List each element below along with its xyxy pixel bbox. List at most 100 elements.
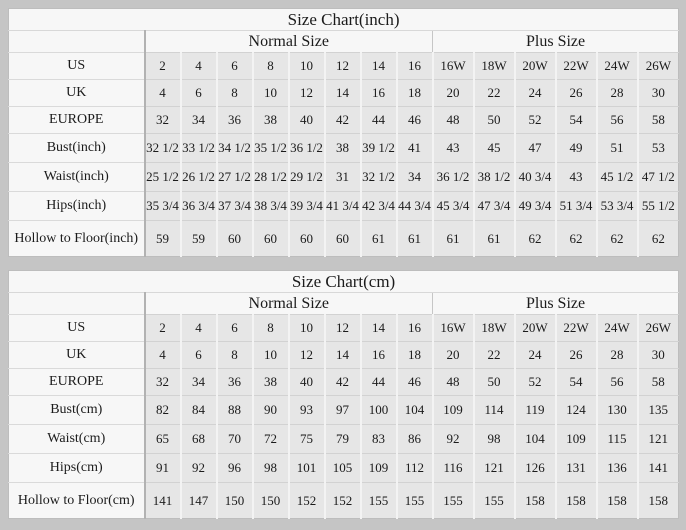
table-cell: 16W: [431, 314, 474, 342]
table-cell: 24W: [595, 52, 638, 80]
table-cell: 62: [513, 220, 556, 257]
table-cell: 126: [513, 453, 556, 483]
table-cell: 101: [287, 453, 325, 483]
table-row: Waist(cm) 65 68 70 72 75 79 83 86 92 98 104 109 115 12…: [8, 424, 679, 454]
table-cell: 36 1/2: [431, 162, 474, 192]
table-cell: 38: [251, 368, 289, 396]
table-row: Hollow to Floor(cm) 141 147 150 150 152 152 155…: [8, 482, 679, 519]
table-cell: 42: [323, 106, 361, 134]
table-cell: 26W: [636, 52, 679, 80]
table-cell: 70: [215, 424, 253, 454]
table-cell: 36 3/4: [179, 191, 217, 221]
table-cell: 40 3/4: [513, 162, 556, 192]
table-cell: 37 3/4: [215, 191, 253, 221]
table-cell: 6: [179, 341, 217, 369]
table-cell: 61: [359, 220, 397, 257]
table-cell: 20: [431, 79, 474, 107]
table-cell: 4: [143, 79, 181, 107]
table-cell: 24W: [595, 314, 638, 342]
table-cell: 130: [595, 395, 638, 425]
table-cell: 92: [179, 453, 217, 483]
table-cell: 150: [215, 482, 253, 519]
table-cell: 56: [595, 106, 638, 134]
table-row: US 2 4 6 8 10 12 14 16 16W 18W 20W 22W 24W 26W: [8, 314, 679, 342]
table-cell: 40: [287, 106, 325, 134]
table-cell: 88: [215, 395, 253, 425]
row-label: Bust(inch): [8, 133, 145, 163]
table-cell: 40: [287, 368, 325, 396]
table-cell: 121: [636, 424, 679, 454]
table-cell: 121: [472, 453, 515, 483]
table-cell: 42 3/4: [359, 191, 397, 221]
table-cell: 42: [323, 368, 361, 396]
table-cell: 41 3/4: [323, 191, 361, 221]
column-group-plus-size: Plus Size: [431, 292, 679, 315]
table-cell: 79: [323, 424, 361, 454]
table-cell: 26: [554, 341, 597, 369]
table-cell: 116: [431, 453, 474, 483]
table-cell: 45 3/4: [431, 191, 474, 221]
table-cell: 16: [395, 314, 433, 342]
table-cell: 26W: [636, 314, 679, 342]
table-cell: 54: [554, 106, 597, 134]
table-cell: 2: [143, 52, 181, 80]
table-row: UK 4 6 8 10 12 14 16 18 20 22 24 26 28 30: [8, 79, 679, 107]
table-cell: 4: [179, 314, 217, 342]
table-cell: 44 3/4: [395, 191, 433, 221]
table-cell: 62: [554, 220, 597, 257]
table-row: EUROPE 32 34 36 38 40 42 44 46 48 50 52 54 56 58: [8, 368, 679, 396]
table-cell: 36 1/2: [287, 133, 325, 163]
row-label: Waist(inch): [8, 162, 145, 192]
table-cell: 59: [179, 220, 217, 257]
table-row: Hips(inch) 35 3/4 36 3/4 37 3/4 38 3/4 39 3/4…: [8, 191, 679, 221]
row-label: Hollow to Floor(inch): [8, 220, 145, 257]
table-cell: 114: [472, 395, 515, 425]
table-cell: 109: [359, 453, 397, 483]
table-cell: 98: [251, 453, 289, 483]
table-cell: 83: [359, 424, 397, 454]
table-cell: 18W: [472, 314, 515, 342]
table-cell: 32 1/2: [359, 162, 397, 192]
table-cell: 45 1/2: [595, 162, 638, 192]
table-cell: 75: [287, 424, 325, 454]
table-cell: 131: [554, 453, 597, 483]
table-cell: 48: [431, 106, 474, 134]
table-cell: 22W: [554, 52, 597, 80]
table-cell: 86: [395, 424, 433, 454]
table-cell: 150: [251, 482, 289, 519]
table-cell: 44: [359, 368, 397, 396]
row-label: UK: [8, 79, 145, 107]
table-cell: 47 3/4: [472, 191, 515, 221]
table-cell: 35 3/4: [143, 191, 181, 221]
table-cell: 158: [595, 482, 638, 519]
table-row: Hollow to Floor(inch) 59 59 60 60 60 60 61 61 61 6…: [8, 220, 679, 257]
table-cell: 158: [636, 482, 679, 519]
table-cell: 56: [595, 368, 638, 396]
table-cell: 52: [513, 106, 556, 134]
table-cell: 68: [179, 424, 217, 454]
table-cell: 60: [323, 220, 361, 257]
table-cell: 49: [554, 133, 597, 163]
table-row: EUROPE 32 34 36 38 40 42 44 46 48 50 52 54 56 58: [8, 106, 679, 134]
row-label: Hollow to Floor(cm): [8, 482, 145, 519]
table-cell: 155: [431, 482, 474, 519]
table-cell: 91: [143, 453, 181, 483]
table-cell: 4: [143, 341, 181, 369]
table-cell: 53 3/4: [595, 191, 638, 221]
table-cell: 6: [215, 52, 253, 80]
table-cell: 14: [323, 341, 361, 369]
table-cell: 61: [472, 220, 515, 257]
table-cell: 38 1/2: [472, 162, 515, 192]
table-cell: 38: [251, 106, 289, 134]
table-cell: 152: [323, 482, 361, 519]
table-cell: 46: [395, 106, 433, 134]
table-cell: 45: [472, 133, 515, 163]
table-cell: 10: [251, 341, 289, 369]
table-cell: 34 1/2: [215, 133, 253, 163]
table-cell: 59: [143, 220, 181, 257]
table-cell: 50: [472, 368, 515, 396]
table-cell: 27 1/2: [215, 162, 253, 192]
table-cell: 97: [323, 395, 361, 425]
table-cell: 119: [513, 395, 556, 425]
table-cell: 60: [215, 220, 253, 257]
